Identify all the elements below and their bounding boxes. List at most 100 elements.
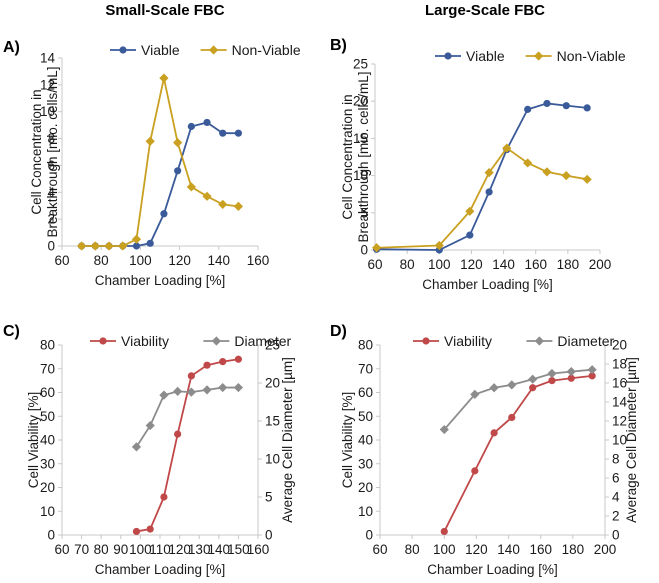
legend-marker: [209, 45, 219, 55]
y-tick-label: 0: [360, 243, 368, 258]
y-tick-label: 50: [40, 409, 55, 424]
legend-marker: [211, 336, 221, 346]
data-point: [186, 387, 196, 397]
chart-panel-b: B) 60 80 100 120 140 160 180 200 0 5 10 15 20 25 Chambe…: [330, 37, 626, 292]
y-tick-label: 60: [358, 385, 373, 400]
legend-marker: [119, 46, 127, 54]
data-point: [543, 99, 551, 108]
data-point: [104, 241, 114, 251]
x-tick-label: 200: [594, 542, 617, 557]
y-axis-title: Cell Viability [%]: [340, 392, 355, 489]
legend-label: Viable: [466, 48, 505, 64]
data-point: [542, 167, 552, 177]
y-tick-label: 6: [47, 158, 55, 173]
y-tick-label: 0: [365, 528, 373, 543]
data-point: [566, 367, 576, 377]
x-tick-label: 160: [247, 253, 270, 268]
y-tick-label: 10: [40, 104, 55, 119]
x-tick-label: 180: [562, 542, 585, 557]
y2-tick-label: 5: [265, 490, 273, 505]
data-point: [233, 201, 243, 211]
header-large-scale: Large-Scale FBC: [425, 2, 545, 19]
y-axis-title: Cell Viability [%]: [26, 392, 41, 489]
y2-axis-title: Average Cell Diameter [µm]: [624, 357, 639, 523]
data-point: [160, 493, 168, 501]
data-point: [174, 167, 182, 175]
x-axis-title: Chamber Loading [%]: [422, 277, 553, 292]
data-point: [219, 129, 227, 137]
x-tick-label: 120: [168, 542, 191, 557]
panel-label: D): [330, 323, 347, 340]
data-point: [466, 231, 474, 239]
y-tick-label: 10: [40, 504, 55, 519]
data-point: [507, 380, 517, 390]
data-point: [233, 382, 243, 393]
y-tick-label: 20: [353, 94, 368, 109]
y-tick-label: 80: [358, 338, 373, 353]
data-point: [561, 171, 571, 181]
x-tick-label: 80: [94, 542, 109, 557]
y-tick-label: 30: [40, 456, 55, 471]
chart-panel-d: D)60 80 100 120 140 160 180 2000102030405060708…: [330, 323, 639, 577]
y-tick-label: 30: [358, 456, 373, 471]
data-point: [547, 368, 557, 379]
x-tick-label: 60: [372, 542, 387, 557]
x-tick-label: 60: [54, 542, 69, 557]
x-tick-label: 100: [129, 542, 152, 557]
x-tick-label: 120: [168, 253, 191, 268]
x-tick-label: 80: [94, 253, 109, 268]
y-tick-label: 70: [358, 361, 373, 376]
y-tick-label: 70: [40, 361, 55, 376]
x-tick-label: 90: [113, 542, 128, 557]
data-point: [186, 182, 196, 192]
x-tick-label: 140: [208, 253, 231, 268]
x-tick-label: 60: [367, 257, 382, 272]
y2-tick-label: 6: [612, 471, 620, 486]
y-tick-label: 80: [40, 338, 55, 353]
header-small-scale: Small-Scale FBC: [105, 2, 224, 19]
y-tick-label: 20: [40, 480, 55, 495]
y-tick-label: 0: [47, 528, 55, 543]
y-axis-title: Cell Concentration inBreakthrough [mio. …: [340, 71, 371, 242]
y2-tick-label: 15: [265, 414, 280, 429]
y2-tick-label: 8: [612, 452, 620, 467]
data-point: [218, 382, 228, 393]
data-point: [219, 358, 227, 366]
legend-label: Non-Viable: [557, 48, 626, 64]
data-point: [523, 158, 533, 168]
panel-label: A): [3, 39, 20, 56]
y2-tick-label: 16: [612, 376, 627, 391]
legend-marker: [99, 337, 107, 345]
series-line-1: [135, 386, 239, 448]
y2-tick-label: 4: [612, 490, 620, 505]
data-point: [489, 383, 499, 393]
y2-tick-label: 0: [265, 528, 273, 543]
data-point: [583, 104, 591, 112]
y-tick-label: 5: [360, 205, 368, 220]
data-point: [529, 384, 537, 392]
y2-tick-label: 25: [265, 338, 280, 353]
data-point: [548, 377, 556, 385]
y-tick-label: 15: [353, 131, 368, 146]
data-point: [562, 102, 570, 110]
data-point: [490, 429, 498, 437]
x-tick-label: 70: [74, 542, 89, 557]
data-point: [440, 527, 448, 536]
data-point: [132, 242, 141, 250]
x-tick-label: 160: [529, 542, 552, 557]
data-point: [174, 430, 182, 438]
x-tick-label: 100: [129, 253, 152, 268]
data-point: [528, 374, 538, 384]
data-point: [234, 129, 242, 137]
legend-label: Non-Viable: [232, 42, 301, 58]
y-axis-title: Cell Concentration inBreakthrough [mio. …: [29, 66, 60, 237]
data-point: [524, 105, 532, 113]
y2-tick-label: 12: [612, 414, 627, 429]
y2-tick-label: 18: [612, 357, 627, 372]
x-tick-label: 180: [557, 257, 580, 272]
x-tick-label: 140: [492, 257, 515, 272]
data-point: [582, 174, 592, 184]
y-tick-label: 12: [40, 77, 55, 92]
data-point: [146, 525, 154, 533]
data-point: [439, 424, 449, 435]
